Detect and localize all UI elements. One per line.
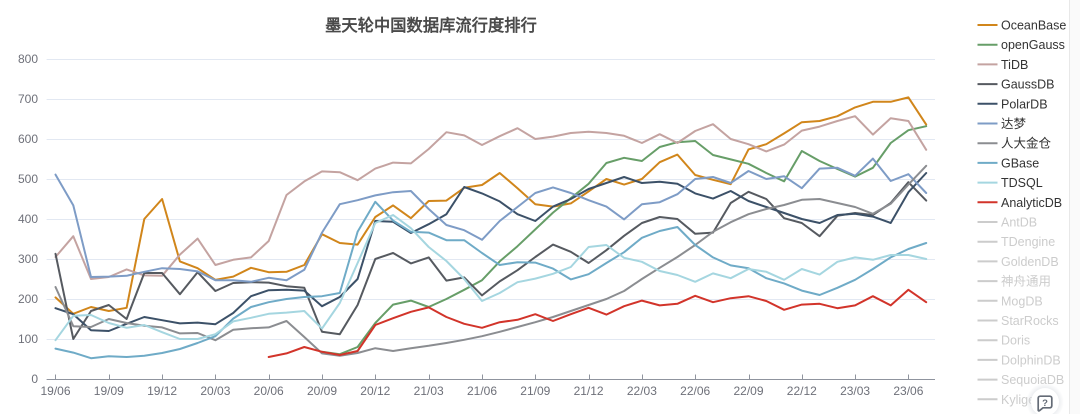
svg-text:500: 500 xyxy=(18,172,38,186)
svg-text:0: 0 xyxy=(31,372,38,386)
svg-text:22/12: 22/12 xyxy=(787,384,817,398)
svg-text:22/09: 22/09 xyxy=(733,384,763,398)
svg-text:21/06: 21/06 xyxy=(467,384,497,398)
svg-text:神舟通用: 神舟通用 xyxy=(1001,275,1051,289)
svg-text:23/03: 23/03 xyxy=(840,384,870,398)
svg-text:openGauss: openGauss xyxy=(1001,38,1065,52)
svg-text:19/06: 19/06 xyxy=(40,384,70,398)
svg-text:20/06: 20/06 xyxy=(254,384,284,398)
svg-text:GBase: GBase xyxy=(1001,156,1039,170)
svg-text:TDSQL: TDSQL xyxy=(1001,176,1043,190)
svg-text:20/12: 20/12 xyxy=(360,384,390,398)
svg-text:?: ? xyxy=(1042,398,1048,409)
svg-text:21/12: 21/12 xyxy=(574,384,604,398)
svg-text:23/06: 23/06 xyxy=(893,384,923,398)
svg-text:DolphinDB: DolphinDB xyxy=(1001,353,1061,367)
svg-text:TDengine: TDengine xyxy=(1001,235,1055,249)
svg-text:达梦: 达梦 xyxy=(1001,117,1027,131)
svg-text:AntDB: AntDB xyxy=(1001,216,1037,230)
svg-text:22/06: 22/06 xyxy=(680,384,710,398)
svg-text:人大金仓: 人大金仓 xyxy=(1001,136,1052,151)
svg-text:700: 700 xyxy=(18,92,38,106)
svg-text:19/09: 19/09 xyxy=(94,384,124,398)
svg-text:200: 200 xyxy=(18,292,38,306)
svg-text:400: 400 xyxy=(18,212,38,226)
svg-text:100: 100 xyxy=(18,332,38,346)
svg-text:20/09: 20/09 xyxy=(307,384,337,398)
svg-text:20/03: 20/03 xyxy=(200,384,230,398)
svg-text:AnalyticDB: AnalyticDB xyxy=(1001,196,1062,210)
svg-text:22/03: 22/03 xyxy=(627,384,657,398)
svg-text:600: 600 xyxy=(18,132,38,146)
svg-text:TiDB: TiDB xyxy=(1001,58,1028,72)
svg-text:MogDB: MogDB xyxy=(1001,294,1043,308)
svg-text:GoldenDB: GoldenDB xyxy=(1001,255,1059,269)
svg-text:OceanBase: OceanBase xyxy=(1001,19,1066,33)
svg-text:PolarDB: PolarDB xyxy=(1001,97,1048,111)
svg-text:StarRocks: StarRocks xyxy=(1001,314,1059,328)
svg-text:墨天轮中国数据库流行度排行: 墨天轮中国数据库流行度排行 xyxy=(325,16,537,35)
svg-text:19/12: 19/12 xyxy=(147,384,177,398)
svg-text:300: 300 xyxy=(18,252,38,266)
svg-text:21/09: 21/09 xyxy=(520,384,550,398)
svg-text:GaussDB: GaussDB xyxy=(1001,78,1055,92)
svg-text:21/03: 21/03 xyxy=(414,384,444,398)
svg-text:SequoiaDB: SequoiaDB xyxy=(1001,373,1064,387)
svg-text:Doris: Doris xyxy=(1001,334,1030,348)
svg-text:800: 800 xyxy=(18,52,38,66)
